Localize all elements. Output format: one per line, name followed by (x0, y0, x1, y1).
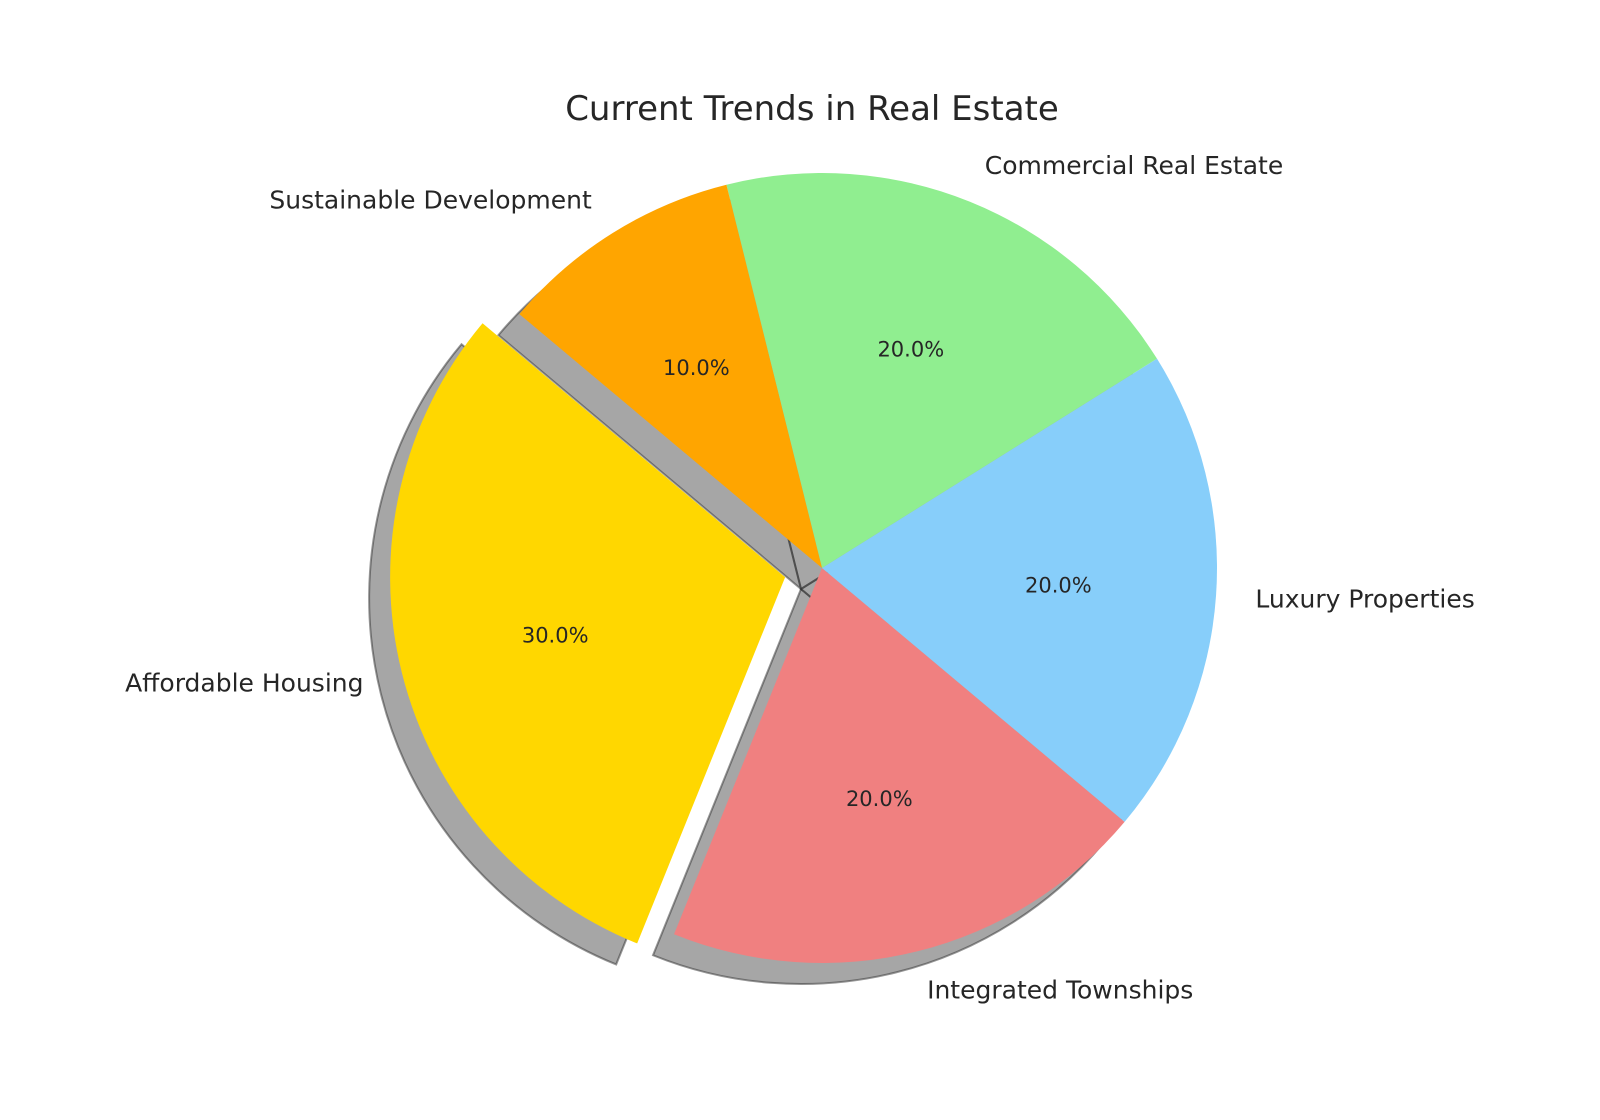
slice-percent-commercial-real-estate: 20.0% (877, 337, 944, 361)
chart-title: Current Trends in Real Estate (565, 89, 1059, 129)
slice-labels: Affordable Housing 30.0% Integrated Townsh… (125, 151, 1475, 1005)
slice-label-sustainable-development: Sustainable Development (269, 186, 592, 215)
slice-integrated-townships (674, 568, 1125, 964)
slice-percent-integrated-townships: 20.0% (846, 787, 913, 811)
slice-label-affordable-housing: Affordable Housing (125, 668, 363, 697)
slice-label-integrated-townships: Integrated Townships (927, 976, 1193, 1005)
slice-commercial-real-estate (726, 172, 1157, 568)
slice-affordable-housing (390, 323, 786, 944)
slice-sustainable-development (519, 184, 822, 569)
slice-percent-sustainable-development: 10.0% (663, 356, 730, 380)
slice-label-commercial-real-estate: Commercial Real Estate (985, 151, 1283, 180)
slice-percent-affordable-housing: 30.0% (522, 624, 589, 648)
slice-luxury-properties (822, 358, 1218, 822)
pie-slices (390, 172, 1218, 964)
slice-label-luxury-properties: Luxury Properties (1255, 584, 1474, 613)
slice-percent-luxury-properties: 20.0% (1025, 574, 1092, 598)
